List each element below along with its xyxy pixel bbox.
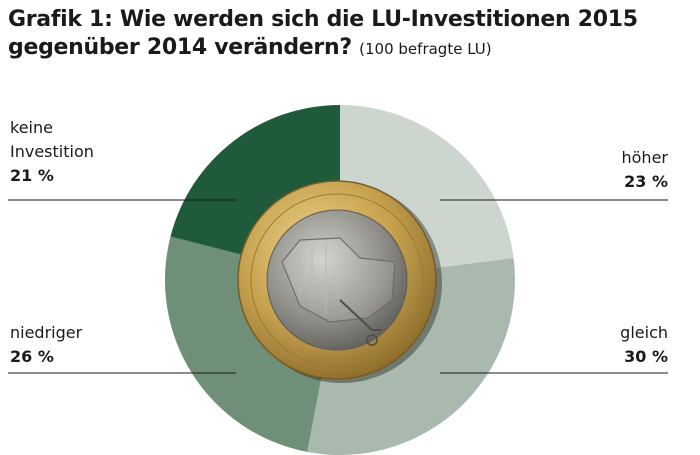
slice-label-niedriger: niedriger 26 %: [10, 321, 82, 369]
coin-relief-dot: [366, 334, 378, 346]
label-leader-lines: [8, 199, 668, 374]
slice-value: 26 %: [10, 347, 54, 366]
slice-label-hoeher: höher 23 %: [622, 146, 669, 194]
euro-coin-icon: [237, 180, 442, 383]
coin-relief-lines: [339, 299, 382, 331]
slice-value: 23 %: [624, 172, 668, 191]
slice-value: 21 %: [10, 166, 54, 185]
slice-label-gleich: gleich 30 %: [620, 321, 668, 369]
chart-title-text: Grafik 1: Wie werden sich die LU-Investi…: [8, 7, 638, 60]
slice-name: höher: [621, 148, 669, 167]
coin-relief-lines: [299, 244, 327, 314]
coin-ring-edge: [250, 193, 424, 367]
chart-subtitle: (100 befragte LU): [359, 40, 492, 58]
slice-name: keine Investition: [10, 118, 94, 161]
slice-name: gleich: [620, 323, 668, 342]
slice-label-keine-investition: keine Investition 21 %: [10, 116, 130, 188]
slice-value: 30 %: [624, 347, 668, 366]
coin-relief: [281, 237, 396, 323]
chart-title: Grafik 1: Wie werden sich die LU-Investi…: [8, 6, 694, 63]
slice-name: niedriger: [10, 323, 83, 342]
